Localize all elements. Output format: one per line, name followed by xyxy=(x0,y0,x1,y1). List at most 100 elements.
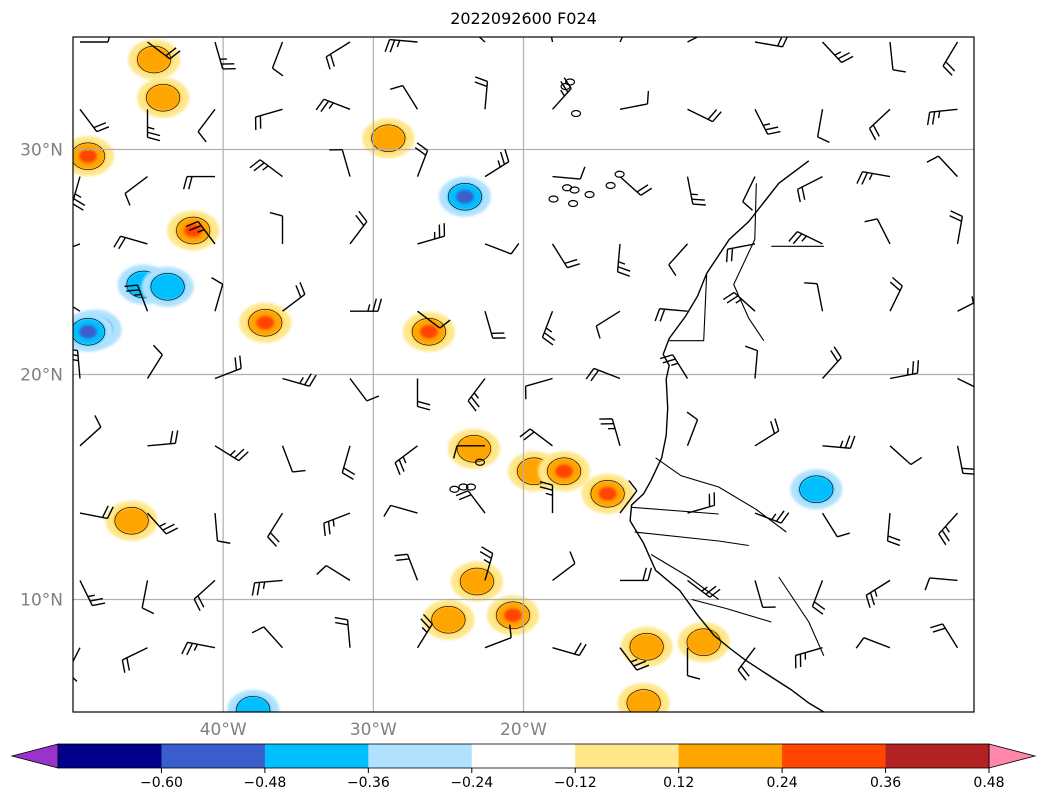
contour-fill xyxy=(256,315,275,330)
wind-barb xyxy=(474,76,489,110)
wind-barb xyxy=(889,41,906,73)
wind-barb xyxy=(619,480,638,514)
negative-anomaly xyxy=(438,176,491,217)
contour-fill xyxy=(626,689,662,712)
wind-barb xyxy=(79,415,102,447)
wind-barb xyxy=(417,310,451,329)
wind-barb xyxy=(390,84,419,110)
wind-barb xyxy=(619,647,650,671)
wind-barb xyxy=(616,243,631,277)
wind-barb xyxy=(484,243,520,255)
wind-barb xyxy=(329,148,351,177)
country-border xyxy=(691,598,772,623)
wind-barb xyxy=(595,310,621,339)
wind-barb xyxy=(821,346,842,379)
colorbar-swatch xyxy=(471,744,576,768)
wind-barb xyxy=(737,647,756,681)
lat-label: 30°N xyxy=(20,141,63,161)
colorbar-tick-label: 0.48 xyxy=(973,775,1004,791)
contour-line xyxy=(236,696,271,712)
wind-barb xyxy=(282,373,317,387)
wind-barb xyxy=(804,282,824,312)
island xyxy=(449,485,460,493)
wind-barb xyxy=(73,306,81,312)
wind-barb xyxy=(930,623,959,649)
wind-barb xyxy=(889,276,903,312)
wind-barb xyxy=(73,349,81,379)
plot-area[interactable] xyxy=(47,8,991,729)
negative-anomaly xyxy=(790,469,843,510)
contour-fill xyxy=(686,628,722,656)
contour-line xyxy=(495,601,531,629)
wind-barb xyxy=(856,171,891,185)
colorbar-extend-low xyxy=(10,743,59,769)
wind-barb xyxy=(551,243,580,269)
latitude-labels: 30°N 20°N 10°N xyxy=(20,141,63,611)
wind-barb xyxy=(479,546,494,581)
colorbar-swatch xyxy=(161,744,266,768)
wind-barb xyxy=(416,378,431,411)
contour-fill xyxy=(456,435,492,463)
wind-barb xyxy=(394,445,418,475)
contour-fill xyxy=(114,507,149,535)
positive-anomaly xyxy=(167,210,220,251)
contour-line xyxy=(590,480,625,508)
island xyxy=(567,199,579,208)
positive-anomaly xyxy=(617,683,670,712)
wind-barb xyxy=(455,490,486,514)
island xyxy=(548,195,559,203)
positive-anomaly xyxy=(105,500,158,541)
contour-fill xyxy=(598,486,617,501)
wind-barb xyxy=(654,308,688,322)
colorbar-tick-label: 0.12 xyxy=(663,775,694,791)
positive-anomaly xyxy=(538,451,591,492)
wind-barb xyxy=(519,428,553,447)
gridlines xyxy=(73,37,974,712)
negative-anomaly xyxy=(227,689,280,712)
wind-barb xyxy=(821,41,854,64)
contour-line xyxy=(73,318,106,346)
wind-barb xyxy=(349,378,380,402)
contour-fill xyxy=(798,475,834,503)
wind-barb xyxy=(214,41,236,70)
wind-barb xyxy=(269,211,284,244)
wind-barb xyxy=(599,418,621,446)
wind-barb xyxy=(323,512,351,537)
contour-line xyxy=(150,273,185,301)
wind-barb xyxy=(864,218,891,245)
island xyxy=(465,483,477,491)
wind-barb xyxy=(146,344,163,379)
contour-line xyxy=(176,216,211,245)
wind-barb xyxy=(394,553,419,581)
country-border xyxy=(655,457,787,533)
plot-frame xyxy=(72,36,975,713)
country-border xyxy=(669,273,708,342)
longitude-labels: 40°W 30°W 20°W xyxy=(200,720,547,740)
contour-line xyxy=(431,606,466,634)
country-border xyxy=(778,576,825,657)
wind-barb xyxy=(121,647,148,673)
wind-barb xyxy=(926,155,959,178)
contour-line xyxy=(459,567,494,596)
contour-fill xyxy=(430,606,466,634)
wind-barb xyxy=(214,355,242,380)
negative-anomaly xyxy=(73,311,115,352)
wind-barb xyxy=(316,564,351,581)
wind-barb xyxy=(484,311,506,339)
wind-barb xyxy=(249,159,283,178)
wind-barb xyxy=(478,37,486,43)
contour-line xyxy=(371,124,406,152)
wind-barb xyxy=(251,626,284,649)
contour-fill xyxy=(459,568,495,595)
wind-barb xyxy=(686,176,706,206)
country-border xyxy=(733,183,765,342)
wind-barb xyxy=(816,109,830,144)
wind-barb xyxy=(484,624,512,649)
wind-barb xyxy=(146,109,161,142)
contour-line xyxy=(114,507,149,535)
positive-anomaly xyxy=(620,626,673,667)
colorbar-swatch xyxy=(678,744,783,768)
wind-barb xyxy=(796,175,823,203)
wind-barb xyxy=(281,445,306,473)
